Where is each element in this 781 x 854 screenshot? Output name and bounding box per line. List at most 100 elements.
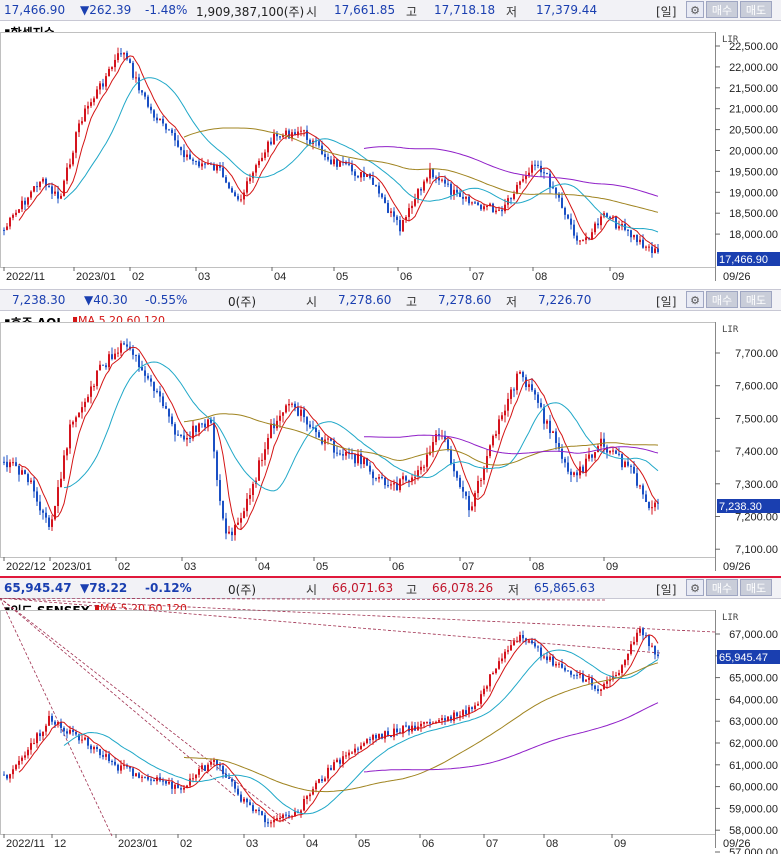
candle-body [60, 195, 62, 199]
candle-body [3, 774, 5, 776]
candle-body [432, 442, 434, 452]
candle-body [597, 223, 599, 226]
candle-body [213, 759, 215, 762]
axis-mode-icon[interactable]: LIR [722, 325, 739, 335]
candle-body [504, 410, 506, 416]
trend-line[interactable] [0, 598, 236, 797]
candle-body [300, 130, 302, 132]
candle-body [591, 454, 593, 458]
candle-body [237, 788, 239, 795]
settings-gear-icon[interactable]: ⚙ [686, 1, 704, 18]
candle-body [174, 784, 176, 789]
last-price-marker-label: 65,945.47 [719, 652, 768, 664]
moving-average-line [18, 346, 659, 531]
sell-button[interactable]: 매도 [740, 579, 772, 596]
low-label: 저 [508, 583, 520, 597]
candle-body [33, 186, 35, 192]
open-value: 7,278.60 [338, 293, 392, 307]
candle-body [354, 748, 356, 753]
sell-button[interactable]: 매도 [740, 1, 772, 18]
candle-body [93, 747, 95, 750]
candle-body [648, 502, 650, 509]
candle-body [273, 423, 275, 429]
candle-body [555, 187, 557, 194]
candle-body [450, 183, 452, 195]
candle-body [21, 470, 23, 475]
candle-body [153, 381, 155, 391]
candle-body [405, 725, 407, 727]
candle-body [138, 77, 140, 91]
y-tick-label: 20,500.00 [729, 125, 778, 137]
x-tick-label: 07 [486, 838, 498, 850]
candle-body [123, 764, 125, 766]
candle-body [555, 663, 557, 666]
moving-average-line [183, 127, 659, 213]
candle-body [549, 420, 551, 433]
price-chart[interactable]: LIR 7,700.00 7,600.00 7,500.00 7,400.00 7,300… [0, 310, 781, 577]
candle-body [390, 484, 392, 486]
candle-body [201, 765, 203, 769]
candle-body [162, 118, 164, 124]
last-price-marker-label: 7,238.30 [719, 501, 762, 513]
candle-body [33, 743, 35, 745]
candle-body [27, 749, 29, 756]
candle-body [465, 196, 467, 199]
y-tick-label: 7,700.00 [735, 348, 778, 360]
period-selector[interactable]: [일] [656, 5, 677, 19]
settings-gear-icon[interactable]: ⚙ [686, 291, 704, 308]
buy-button[interactable]: 매수 [706, 1, 738, 18]
candle-body [21, 757, 23, 761]
trend-line[interactable] [0, 598, 716, 633]
candle-body [141, 776, 143, 778]
trend-line[interactable] [0, 598, 661, 654]
candle-body [195, 774, 197, 779]
sell-button[interactable]: 매도 [740, 291, 772, 308]
settings-gear-icon[interactable]: ⚙ [686, 579, 704, 596]
candle-body [309, 794, 311, 797]
trend-line[interactable] [0, 598, 113, 837]
candle-body [237, 196, 239, 200]
candle-body [615, 450, 617, 454]
axis-mode-icon[interactable]: LIR [722, 613, 739, 623]
candle-body [174, 424, 176, 435]
candle-body [390, 211, 392, 213]
buy-button[interactable]: 매수 [706, 291, 738, 308]
candle-body [90, 102, 92, 106]
panel-divider-active[interactable] [0, 576, 781, 578]
candle-body [534, 643, 536, 647]
candle-body [531, 640, 533, 644]
trend-line[interactable] [0, 598, 291, 825]
candle-body [147, 776, 149, 780]
x-tick-label: 04 [258, 561, 270, 573]
candle-body [495, 668, 497, 673]
candle-body [495, 434, 497, 436]
candle-body [69, 164, 71, 168]
candle-body [249, 495, 251, 499]
period-selector[interactable]: [일] [656, 295, 677, 309]
candle-body [216, 759, 218, 766]
candle-body [72, 421, 74, 425]
trend-line[interactable] [0, 598, 606, 601]
open-value: 17,661.85 [334, 3, 396, 17]
price-chart[interactable]: LIR67,000.0066,000.0065,000.0064,000.006… [0, 598, 781, 854]
candle-body [183, 150, 185, 158]
buy-button[interactable]: 매수 [706, 579, 738, 596]
candle-body [516, 641, 518, 643]
candle-body [426, 178, 428, 182]
candle-body [426, 454, 428, 467]
candle-body [597, 689, 599, 692]
candle-body [657, 248, 659, 253]
candle-body [81, 121, 83, 124]
y-tick-label: 7,500.00 [735, 413, 778, 425]
candle-body [468, 196, 470, 204]
low-value: 65,865.63 [534, 581, 596, 595]
candle-body [594, 223, 596, 233]
period-selector[interactable]: [일] [656, 583, 677, 597]
candle-body [618, 672, 620, 675]
candle-body [549, 173, 551, 188]
candle-body [600, 689, 602, 692]
axis-mode-icon[interactable]: LIR [722, 35, 739, 45]
candle-body [69, 729, 71, 734]
x-tick-label: 2022/11 [6, 838, 45, 850]
